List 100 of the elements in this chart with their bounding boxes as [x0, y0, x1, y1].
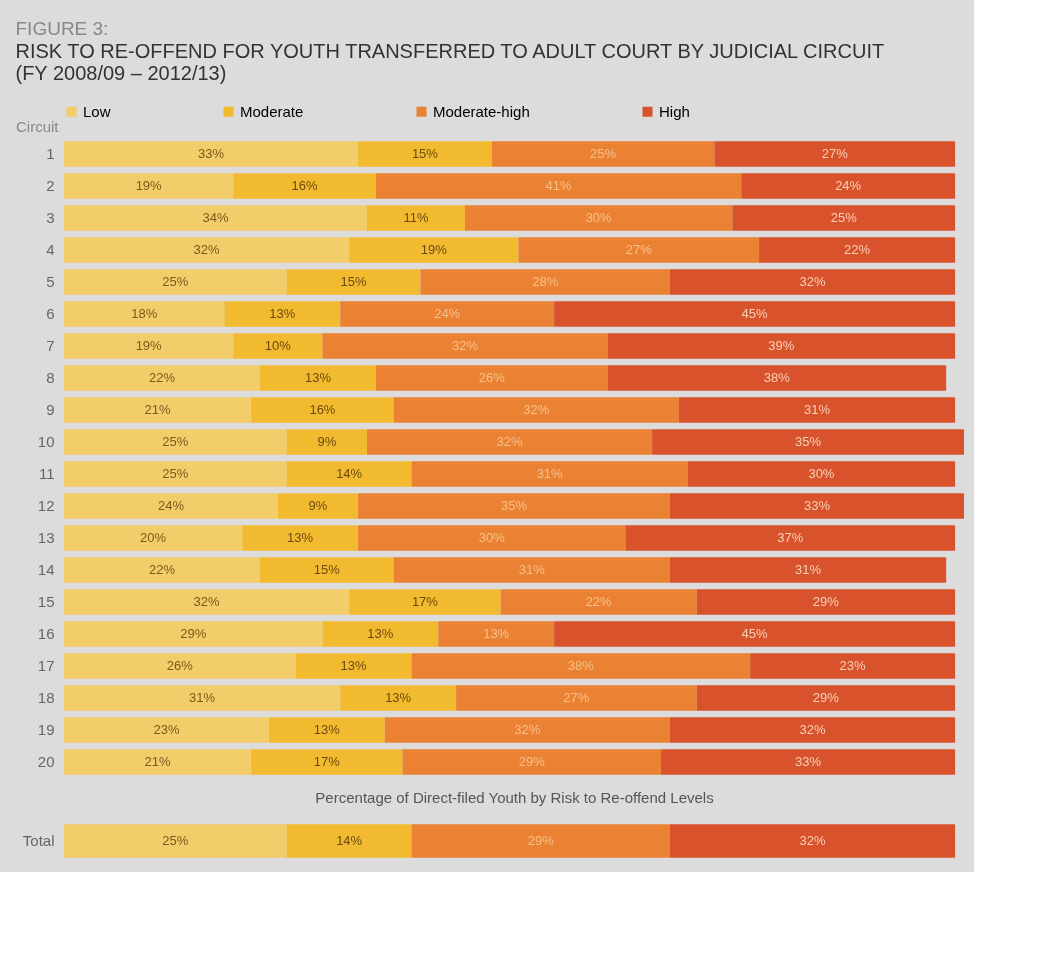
data-label: 14% [336, 466, 363, 481]
bar [500, 589, 697, 615]
bar [393, 397, 679, 423]
bar [349, 237, 519, 263]
bar [251, 749, 403, 775]
bar [64, 685, 341, 711]
data-label: 29% [180, 626, 207, 641]
legend-label: Low [83, 102, 111, 120]
y-tick-label: 10 [37, 433, 55, 450]
y-tick-label: 18 [37, 689, 55, 706]
bar [366, 429, 653, 455]
bar [464, 205, 733, 231]
data-label: 32% [523, 402, 550, 417]
data-label: 15% [411, 146, 439, 161]
bar [286, 824, 412, 858]
legend-label: Moderate [240, 102, 304, 120]
data-label: 24% [434, 306, 461, 321]
bar [358, 493, 670, 519]
y-tick-label: 15 [37, 593, 55, 610]
data-label: 16% [291, 178, 319, 193]
data-label: 35% [500, 498, 528, 513]
bar [64, 173, 234, 199]
data-label: 21% [144, 402, 172, 417]
bar [340, 685, 457, 711]
bar [750, 653, 956, 679]
data-label: 22% [844, 242, 871, 257]
bar [375, 173, 742, 199]
bar [340, 301, 555, 327]
y-axis-title: Circuit [15, 117, 60, 135]
y-tick-label: 19 [37, 721, 55, 738]
data-label: 30% [808, 466, 835, 481]
data-label: 9% [317, 434, 337, 449]
data-label: 33% [198, 146, 225, 161]
data-label: 31% [518, 562, 546, 577]
data-label: 25% [162, 274, 189, 289]
data-label: 9% [308, 498, 328, 513]
bar [393, 557, 670, 583]
data-label: 13% [304, 370, 332, 385]
y-tick-label: 7 [46, 337, 55, 354]
legend-label: High [659, 102, 690, 120]
data-label: 13% [483, 626, 510, 641]
data-label: 32% [451, 338, 479, 353]
y-tick-label: 17 [37, 657, 55, 674]
bar [322, 621, 439, 647]
bar [384, 717, 670, 743]
data-label: 30% [585, 210, 613, 225]
bar [678, 397, 956, 423]
data-label: 25% [830, 210, 858, 225]
bar [402, 749, 662, 775]
bar [652, 429, 964, 455]
bar [669, 493, 964, 519]
y-tick-label: 6 [46, 305, 55, 322]
data-label: 34% [202, 210, 229, 225]
bar [349, 589, 501, 615]
data-label: 27% [625, 242, 653, 257]
data-label: 27% [563, 690, 590, 705]
bar [411, 461, 688, 487]
bar [696, 589, 956, 615]
bar [64, 653, 296, 679]
data-label: 25% [162, 466, 189, 481]
bar [554, 301, 956, 327]
data-label: 38% [763, 370, 791, 385]
bar [625, 525, 956, 551]
bar [669, 824, 956, 858]
bar [732, 205, 956, 231]
bar [64, 557, 261, 583]
data-label: 24% [835, 178, 862, 193]
data-label: 41% [545, 178, 572, 193]
y-tick-label: 12 [37, 497, 55, 514]
chart-subtitle: RISK TO RE-OFFEND FOR YOUTH TRANSFERRED TO ADULT COURT BY JUDICIAL CIRCUIT (FY 2008/09 – 2012/13) [15, 40, 885, 84]
y-tick-label: 4 [46, 241, 55, 258]
data-label: 45% [741, 626, 769, 641]
bar [714, 141, 956, 167]
data-label: 11% [403, 210, 429, 225]
bar [687, 461, 956, 487]
data-label: 23% [839, 658, 867, 673]
bar [224, 301, 341, 327]
bar [251, 397, 394, 423]
bar [456, 685, 697, 711]
data-label: 33% [803, 498, 831, 513]
bar [607, 365, 947, 391]
bar [286, 461, 412, 487]
bar [411, 824, 670, 858]
data-label: 29% [812, 690, 840, 705]
bar [420, 269, 670, 295]
bar [64, 589, 350, 615]
bar [260, 557, 394, 583]
bar [286, 429, 367, 455]
data-label: 32% [193, 242, 221, 257]
data-label: 23% [153, 722, 180, 737]
bar [242, 525, 359, 551]
data-label: 15% [340, 274, 368, 289]
bar [759, 237, 956, 263]
bar [233, 173, 376, 199]
data-label: 19% [135, 178, 163, 193]
data-label: 13% [313, 722, 341, 737]
bar [741, 173, 956, 199]
data-label: 10% [264, 338, 292, 353]
data-label: 28% [532, 274, 559, 289]
data-label: 16% [309, 402, 336, 417]
